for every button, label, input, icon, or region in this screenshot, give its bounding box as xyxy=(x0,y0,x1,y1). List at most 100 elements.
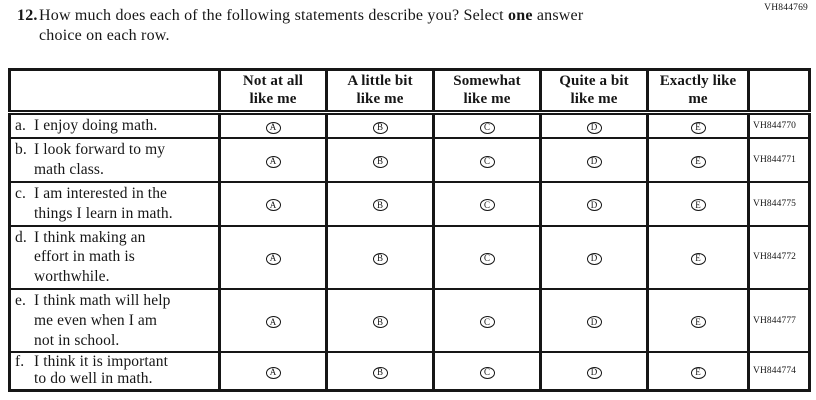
option-bubble-b[interactable]: B xyxy=(372,366,388,379)
option-bubble-a[interactable]: A xyxy=(265,199,281,212)
row-label: e. xyxy=(15,292,26,309)
option-cell: C xyxy=(432,137,542,183)
option-cell: B xyxy=(325,111,435,140)
option-cell: E xyxy=(646,351,750,392)
row-label: a. xyxy=(15,117,26,135)
option-cell: A xyxy=(218,224,328,291)
table-row: f. I think it is important to do well in … xyxy=(8,351,811,392)
option-bubble-d[interactable]: D xyxy=(586,155,602,168)
option-cell: A xyxy=(218,180,328,227)
option-bubble-c[interactable]: C xyxy=(479,155,495,168)
option-cell: B xyxy=(325,137,435,183)
row-code: VH844770 xyxy=(747,111,811,140)
table-body: a. I enjoy doing math. A B C D E VH844770 b. I lo… xyxy=(8,111,811,392)
statement-cell: e. I think math will help me even when I … xyxy=(8,287,221,354)
option-bubble-b[interactable]: B xyxy=(372,252,388,265)
option-bubble-e[interactable]: E xyxy=(690,316,706,329)
option-bubble-a[interactable]: A xyxy=(265,155,281,168)
row-code: VH844771 xyxy=(747,137,811,183)
option-cell: E xyxy=(646,224,750,291)
table-row: a. I enjoy doing math. A B C D E VH844770 xyxy=(8,111,811,140)
row-statement: I look forward to my math class. xyxy=(34,141,166,179)
option-bubble-e[interactable]: E xyxy=(690,199,706,212)
row-label: d. xyxy=(15,228,27,246)
option-bubble-a[interactable]: A xyxy=(265,252,281,265)
option-bubble-e[interactable]: E xyxy=(690,121,706,134)
table-row: c. I am interested in the things I learn … xyxy=(8,180,811,227)
question-number: 12. xyxy=(17,7,38,24)
option-cell: E xyxy=(646,180,750,227)
option-cell: C xyxy=(432,351,542,392)
option-cell: D xyxy=(539,287,649,354)
row-code: VH844775 xyxy=(747,180,811,227)
table-row: e. I think math will help me even when I … xyxy=(8,287,811,354)
option-cell: B xyxy=(325,224,435,291)
statement-header-cell xyxy=(8,68,221,116)
option-bubble-c[interactable]: C xyxy=(479,366,495,379)
option-cell: D xyxy=(539,351,649,392)
row-code: VH844774 xyxy=(747,351,811,392)
row-statement: I think making an effort in math is wort… xyxy=(34,228,146,286)
option-bubble-b[interactable]: B xyxy=(372,121,388,134)
option-bubble-a[interactable]: A xyxy=(265,316,281,329)
option-cell: C xyxy=(432,287,542,354)
option-cell: C xyxy=(432,180,542,227)
option-cell: D xyxy=(539,111,649,140)
option-cell: A xyxy=(218,137,328,183)
question-text-before: How much does each of the following stat… xyxy=(39,7,509,24)
option-cell: A xyxy=(218,111,328,140)
option-bubble-d[interactable]: D xyxy=(586,366,602,379)
option-bubble-a[interactable]: A xyxy=(265,121,281,134)
question-text-bold: one xyxy=(508,7,533,24)
option-cell: A xyxy=(218,287,328,354)
row-statement: I think it is important to do well in ma… xyxy=(34,353,169,388)
option-bubble-c[interactable]: C xyxy=(479,121,495,134)
statement-cell: f. I think it is important to do well in … xyxy=(8,351,221,392)
survey-table: Not at all like me A little bit like me … xyxy=(8,68,811,392)
option-bubble-d[interactable]: D xyxy=(586,316,602,329)
option-bubble-b[interactable]: B xyxy=(372,316,388,329)
row-statement: I think math will help me even when I am… xyxy=(34,292,171,349)
row-label: f. xyxy=(15,353,25,371)
option-cell: B xyxy=(325,351,435,392)
column-header-a-little-bit: A little bit like me xyxy=(325,68,435,116)
question-text-after: answer choice on each row. xyxy=(39,7,584,44)
option-bubble-e[interactable]: E xyxy=(690,155,706,168)
option-cell: A xyxy=(218,351,328,392)
option-cell: E xyxy=(646,137,750,183)
option-cell: C xyxy=(432,224,542,291)
statement-cell: d. I think making an effort in math is wo… xyxy=(8,224,221,291)
question-block: 12. How much does each of the following … xyxy=(17,6,583,45)
option-bubble-c[interactable]: C xyxy=(479,199,495,212)
row-label: b. xyxy=(15,141,27,159)
header-row: Not at all like me A little bit like me … xyxy=(8,68,811,116)
option-bubble-a[interactable]: A xyxy=(265,366,281,379)
option-bubble-d[interactable]: D xyxy=(586,252,602,265)
option-bubble-d[interactable]: D xyxy=(586,121,602,134)
option-bubble-d[interactable]: D xyxy=(586,199,602,212)
option-cell: D xyxy=(539,224,649,291)
statement-cell: a. I enjoy doing math. xyxy=(8,111,221,140)
option-bubble-e[interactable]: E xyxy=(690,366,706,379)
row-code: VH844777 xyxy=(747,287,811,354)
column-header-not-at-all: Not at all like me xyxy=(218,68,328,116)
row-statement: I am interested in the things I learn in… xyxy=(34,184,173,222)
option-bubble-b[interactable]: B xyxy=(372,199,388,212)
question-text: How much does each of the following stat… xyxy=(39,6,583,45)
option-cell: E xyxy=(646,287,750,354)
option-bubble-c[interactable]: C xyxy=(479,252,495,265)
option-cell: E xyxy=(646,111,750,140)
column-header-somewhat: Somewhat like me xyxy=(432,68,542,116)
option-cell: D xyxy=(539,137,649,183)
table-row: d. I think making an effort in math is wo… xyxy=(8,224,811,291)
option-cell: B xyxy=(325,180,435,227)
row-code: VH844772 xyxy=(747,224,811,291)
statement-cell: c. I am interested in the things I learn … xyxy=(8,180,221,227)
option-cell: D xyxy=(539,180,649,227)
option-bubble-b[interactable]: B xyxy=(372,155,388,168)
statement-cell: b. I look forward to my math class. xyxy=(8,137,221,183)
option-bubble-c[interactable]: C xyxy=(479,316,495,329)
option-bubble-e[interactable]: E xyxy=(690,252,706,265)
option-cell: C xyxy=(432,111,542,140)
row-label: c. xyxy=(15,184,26,202)
